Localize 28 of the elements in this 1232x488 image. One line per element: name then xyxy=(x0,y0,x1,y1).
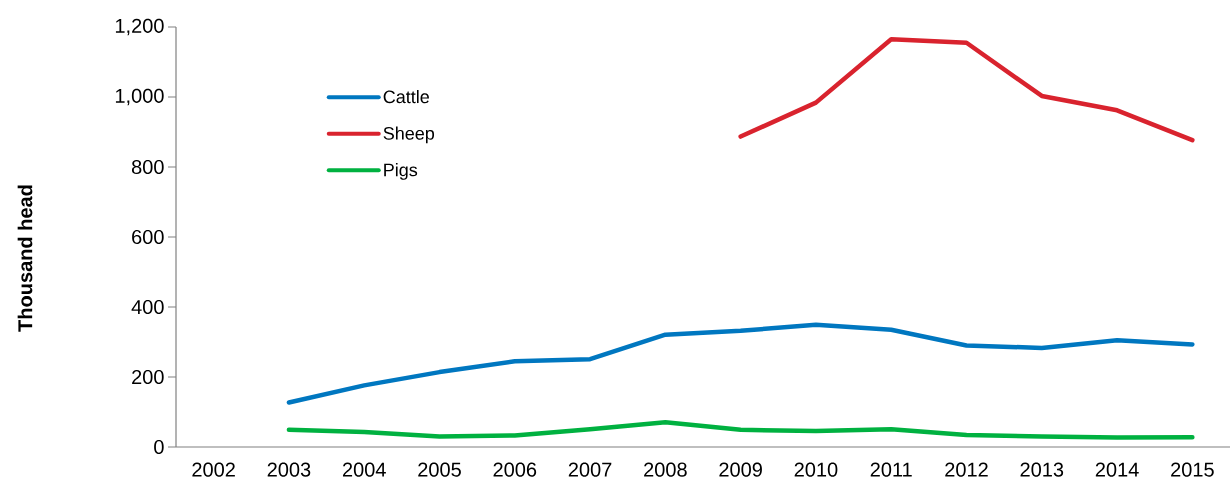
x-tick-label: 2011 xyxy=(870,462,912,477)
y-tick-label: 600 xyxy=(132,229,164,245)
y-tick-label: 400 xyxy=(131,299,164,315)
x-tick-label: 2012 xyxy=(945,462,988,477)
x-tick-label: 2007 xyxy=(568,462,612,477)
x-tick-label: 2003 xyxy=(267,462,311,477)
y-tick-label: 1,200 xyxy=(115,18,164,36)
x-tick-label: 2002 xyxy=(192,462,235,477)
legend-label: Pigs xyxy=(384,163,418,180)
x-tick-label: 2009 xyxy=(719,462,762,477)
x-tick-label: 2004 xyxy=(342,462,386,477)
y-axis-title: Thousand head xyxy=(17,185,33,332)
x-tick-label: 2006 xyxy=(493,462,537,477)
y-tick-label: 200 xyxy=(132,369,164,385)
x-tick-label: 2005 xyxy=(418,462,461,477)
x-tick-label: 2014 xyxy=(1095,462,1139,477)
line-series xyxy=(738,37,1195,143)
legend-label: Sheep xyxy=(383,126,435,144)
x-tick-label: 2010 xyxy=(794,462,838,477)
x-tick-label: 2013 xyxy=(1020,462,1064,477)
line-series xyxy=(286,419,1195,440)
x-tick-label: 2015 xyxy=(1171,462,1214,477)
y-tick-label: 800 xyxy=(131,159,164,175)
x-tick-label: 2008 xyxy=(644,462,687,477)
legend-label: Cattle xyxy=(383,89,429,104)
y-tick-label: 1,000 xyxy=(115,88,164,106)
line-series xyxy=(286,322,1195,405)
y-tick-label: 0 xyxy=(154,439,164,455)
